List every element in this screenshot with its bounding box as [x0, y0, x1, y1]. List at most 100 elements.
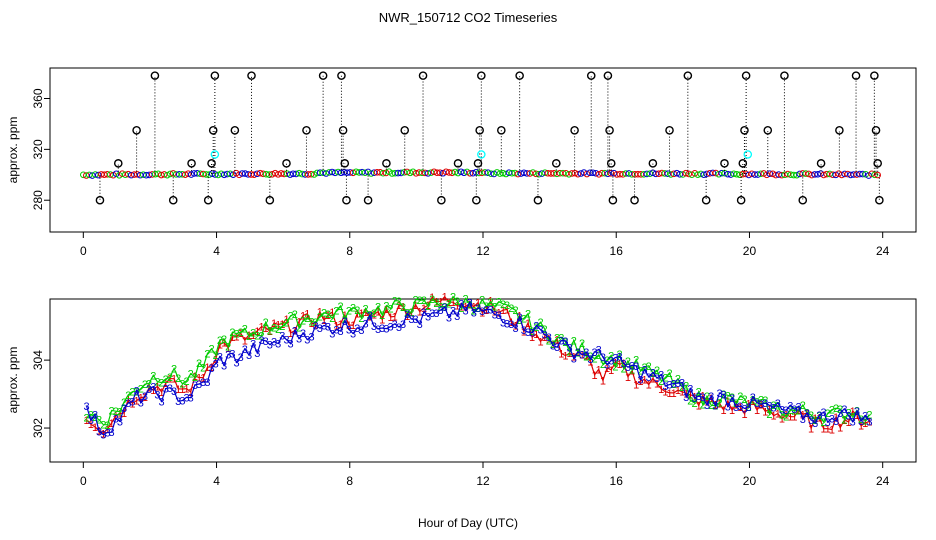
series-2-point: 2 [84, 413, 90, 425]
outlier-point [720, 159, 729, 168]
series-3-point: 3 [84, 401, 90, 413]
series-1-point: 1 [213, 354, 219, 366]
series-1-point: 1 [800, 409, 806, 421]
series-2-point: 2 [517, 315, 523, 327]
baseline-point [397, 169, 405, 177]
series-3-point: 3 [612, 353, 618, 365]
series-2-point: 2 [542, 324, 548, 336]
series-3-point: 3 [279, 331, 285, 343]
outlier-point [208, 125, 218, 135]
series-2-point: 2 [354, 305, 360, 317]
outlier-point [515, 71, 524, 80]
outlier-point [418, 71, 428, 80]
series-2-point: 2 [421, 295, 427, 307]
series-3-point: 3 [229, 348, 235, 360]
baseline-point [535, 170, 543, 178]
series-1-point: 1 [479, 308, 485, 320]
series-3-point: 3 [184, 392, 190, 404]
outlier-point [816, 159, 826, 168]
series-3-point: 3 [812, 418, 818, 430]
series-3-point: 3 [716, 388, 722, 400]
series-3-point: 3 [841, 404, 847, 416]
outlier-point [363, 195, 373, 205]
baseline-point [802, 170, 810, 177]
series-1-point: 1 [854, 410, 860, 422]
series-2-point: 2 [787, 405, 793, 417]
series-2-point: 2 [304, 313, 310, 325]
series-3-point: 3 [454, 311, 460, 323]
cyan-point [210, 150, 220, 159]
series-1-point: 1 [625, 372, 631, 384]
series-3-point: 3 [679, 378, 685, 390]
series-3-point: 3 [462, 306, 468, 318]
baseline-point [241, 170, 249, 177]
series-1-point: 1 [816, 412, 822, 424]
series-3-point: 3 [388, 322, 394, 334]
series-1-point: 1 [333, 321, 339, 333]
series-3-point: 3 [271, 337, 277, 349]
series-3-point: 3 [129, 397, 135, 409]
series-3-point: 3 [296, 334, 302, 346]
series-2-point: 2 [612, 362, 618, 374]
series-2-point: 2 [350, 303, 356, 315]
series-1-point: 1 [646, 380, 652, 392]
outlier-point [338, 125, 348, 135]
series-2-point: 2 [629, 365, 635, 377]
series-2-point: 2 [279, 321, 285, 333]
series-1-point: 1 [779, 414, 785, 426]
series-2-point: 2 [425, 301, 431, 313]
outlier-point [265, 195, 275, 205]
series-3-point: 3 [163, 384, 169, 396]
outlier-point [551, 159, 561, 168]
series-2-point: 2 [250, 328, 256, 340]
series-1-point: 1 [554, 334, 560, 346]
series-1-point: 1 [796, 405, 802, 417]
series-3-point: 3 [796, 401, 802, 413]
panel-bottom-xtick-label: 8 [346, 474, 353, 488]
series-2-point: 2 [88, 409, 94, 421]
baseline-point [673, 169, 681, 177]
series-3-point: 3 [854, 406, 860, 418]
series-1-point: 1 [846, 417, 852, 429]
series-3-point: 3 [529, 327, 535, 339]
baseline-point [790, 171, 798, 179]
series-2-point: 2 [837, 404, 843, 416]
series-2-point: 2 [633, 355, 639, 367]
baseline-point [481, 169, 489, 176]
series-3-point: 3 [850, 417, 856, 429]
panel-bottom-xtick-label: 24 [876, 474, 890, 488]
panel-top-xtick-label: 8 [346, 244, 353, 258]
series-3-point: 3 [804, 408, 810, 420]
series-1-point: 1 [392, 312, 398, 324]
series-2-point: 2 [704, 391, 710, 403]
series-3-point: 3 [358, 325, 364, 337]
series-3-point: 3 [238, 352, 244, 364]
series-2-point: 2 [462, 294, 468, 306]
series-2-point: 2 [275, 324, 281, 336]
series-2-point: 2 [379, 310, 385, 322]
series-2-point: 2 [762, 395, 768, 407]
series-1-point: 1 [825, 424, 831, 436]
baseline-point [466, 169, 474, 177]
series-1-point: 1 [84, 415, 90, 427]
series-2-point: 2 [400, 302, 406, 314]
series-2-point: 2 [512, 305, 518, 317]
series-3-point: 3 [825, 417, 831, 429]
series-3-point: 3 [629, 360, 635, 372]
series-1-point: 1 [238, 328, 244, 340]
series-2-point: 2 [671, 379, 677, 391]
series-2-point: 2 [179, 379, 185, 391]
series-3-point: 3 [321, 321, 327, 333]
series-1-point: 1 [263, 323, 269, 335]
series-2-point: 2 [333, 305, 339, 317]
series-2-point: 2 [496, 297, 502, 309]
series-3-point: 3 [250, 339, 256, 351]
series-3-point: 3 [267, 340, 273, 352]
series-1-point: 1 [121, 408, 127, 420]
series-2-point: 2 [775, 401, 781, 413]
series-3-point: 3 [292, 325, 298, 337]
series-1-point: 1 [725, 396, 731, 408]
baseline-point [841, 170, 849, 178]
series-3-point: 3 [762, 398, 768, 410]
